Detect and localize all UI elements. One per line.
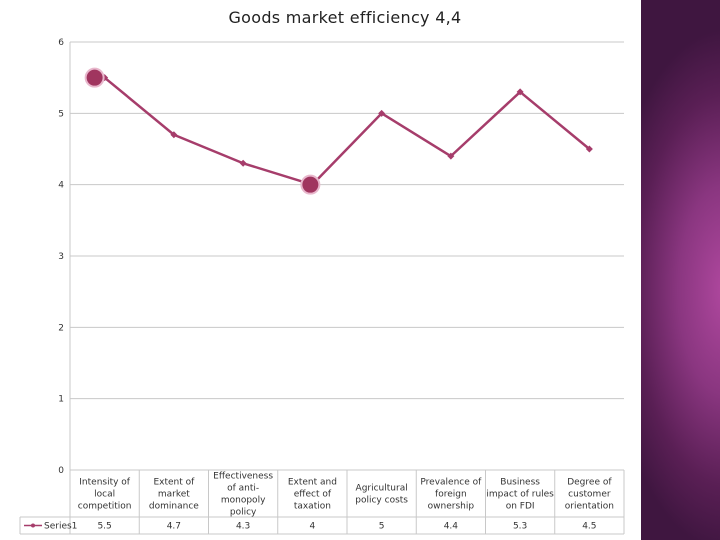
chart-title: Goods market efficiency 4,4 bbox=[228, 8, 462, 27]
data-point bbox=[170, 131, 178, 139]
y-tick-label: 5 bbox=[58, 109, 64, 119]
y-tick-label: 3 bbox=[58, 252, 64, 262]
y-tick-label: 0 bbox=[58, 466, 64, 476]
series-line bbox=[103, 76, 591, 186]
highlight-marker bbox=[300, 174, 321, 195]
category-label: Degree of customer orientation bbox=[565, 478, 614, 512]
y-tick-label: 4 bbox=[58, 181, 64, 191]
y-tick-label: 1 bbox=[58, 395, 64, 405]
data-table-value: 4.5 bbox=[582, 522, 596, 532]
category-label: Prevalence of foreign ownership bbox=[420, 478, 482, 512]
category-label: Effectiveness of anti-monopoly policy bbox=[213, 472, 273, 518]
category-label: Extent of market dominance bbox=[149, 478, 199, 512]
data-table-value: 4 bbox=[310, 522, 316, 532]
data-point bbox=[447, 152, 455, 160]
decorative-side-band bbox=[641, 0, 720, 540]
data-table-value: 5.3 bbox=[513, 522, 527, 532]
category-label: Intensity of local competition bbox=[78, 478, 132, 512]
data-point bbox=[239, 159, 247, 167]
data-table-value: 5.5 bbox=[97, 522, 111, 532]
category-label: Extent and effect of taxation bbox=[288, 478, 337, 512]
highlight-marker bbox=[84, 67, 105, 88]
legend-marker bbox=[31, 523, 35, 528]
data-table-value: 5 bbox=[379, 522, 385, 532]
category-label: Business impact of rules on FDI bbox=[486, 478, 554, 512]
category-label: Agricultural policy costs bbox=[355, 484, 408, 506]
data-table-value: 4.3 bbox=[236, 522, 250, 532]
data-point bbox=[378, 109, 386, 117]
data-table-value: 4.4 bbox=[444, 522, 459, 532]
data-point bbox=[585, 145, 593, 153]
y-tick-label: 6 bbox=[58, 38, 64, 48]
y-tick-label: 2 bbox=[58, 323, 64, 333]
data-point bbox=[516, 88, 524, 96]
legend-label: Series1 bbox=[44, 522, 77, 532]
data-table-value: 4.7 bbox=[167, 522, 181, 532]
